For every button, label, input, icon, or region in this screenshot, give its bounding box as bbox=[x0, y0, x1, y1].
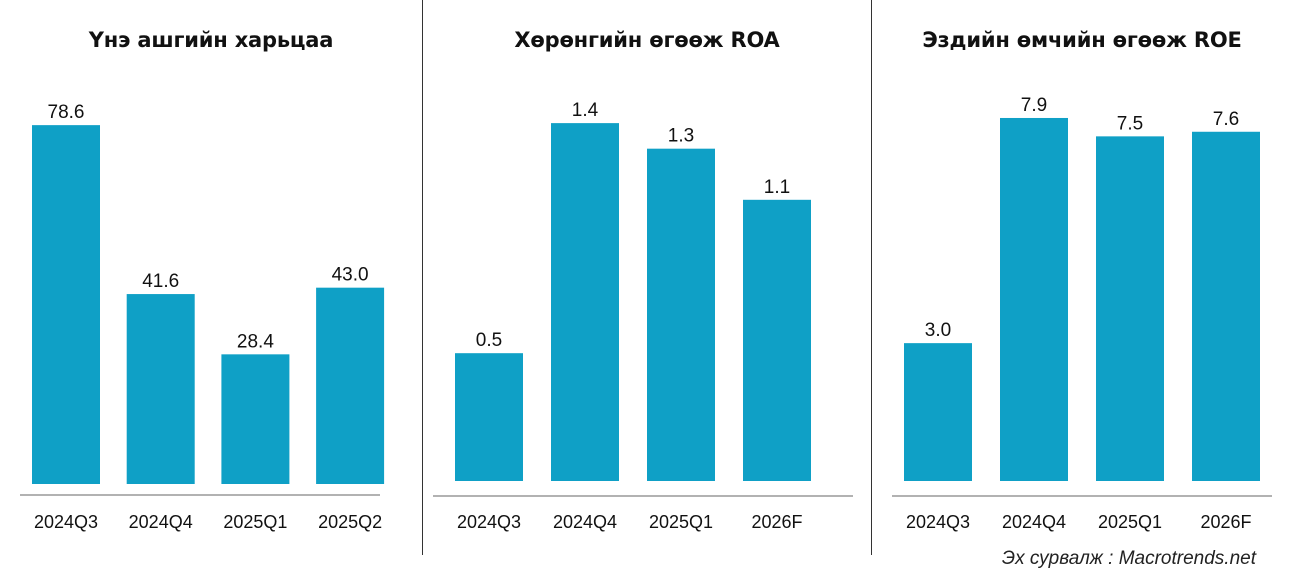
bar-2024Q4 bbox=[1000, 117, 1068, 481]
x-tick-label-2025Q1: 2025Q1 bbox=[223, 512, 287, 532]
bar-2024Q3 bbox=[32, 125, 100, 485]
panel-divider-2 bbox=[871, 0, 872, 555]
data-label-2024Q3: 78.6 bbox=[48, 102, 85, 123]
data-label-2024Q4: 41.6 bbox=[142, 271, 179, 292]
data-label-2025Q1: 28.4 bbox=[237, 331, 274, 352]
panel-divider-1 bbox=[422, 0, 423, 555]
chart-roe: 3.0 2024Q3 7.9 2024Q4 7.5 2025Q1 7.6 2026F bbox=[892, 95, 1272, 532]
x-tick-label-2024Q3: 2024Q3 bbox=[906, 512, 970, 532]
bar-2025Q1 bbox=[647, 148, 715, 481]
data-label-2024Q4: 7.9 bbox=[1021, 95, 1047, 116]
chart-title-pe: Үнэ ашгийн харьцаа bbox=[88, 28, 334, 52]
bar-2024Q4 bbox=[551, 123, 619, 481]
source-note: Эх сурвалж : Macrotrends.net bbox=[1001, 548, 1256, 569]
x-tick-label-2024Q4: 2024Q4 bbox=[1002, 512, 1066, 532]
x-tick-label-2024Q3: 2024Q3 bbox=[457, 512, 521, 532]
chart-panel-roe: Эздийн өмчийн өгөөж ROE 3.0 2024Q3 7.9 2024… bbox=[872, 0, 1292, 574]
x-tick-label-2025Q1: 2025Q1 bbox=[1098, 512, 1162, 532]
data-label-2025Q1: 1.3 bbox=[668, 126, 694, 147]
data-label-2025Q2: 43.0 bbox=[332, 265, 369, 286]
bar-2026F bbox=[743, 199, 811, 481]
bar-2025Q2 bbox=[316, 287, 385, 484]
chart-panel-pe: Үнэ ашгийн харьцаа 78.6 2024Q3 41.6 2024Q4 2… bbox=[0, 0, 422, 574]
bar-2024Q3 bbox=[455, 353, 523, 481]
chart-title-roe: Эздийн өмчийн өгөөж ROE bbox=[922, 28, 1242, 52]
bar-2024Q4 bbox=[126, 294, 195, 484]
chart-title-roa: Хөрөнгийн өгөөж ROA bbox=[514, 28, 780, 52]
data-label-2025Q1: 7.5 bbox=[1117, 113, 1143, 134]
bar-2025Q1 bbox=[221, 354, 290, 484]
data-label-2026F: 1.1 bbox=[764, 177, 790, 198]
data-label-2024Q3: 3.0 bbox=[925, 320, 951, 341]
bar-2026F bbox=[1192, 131, 1260, 481]
x-tick-label-2026F: 2026F bbox=[1200, 512, 1251, 532]
data-label-2024Q3: 0.5 bbox=[476, 330, 502, 351]
chart-pe: 78.6 2024Q3 41.6 2024Q4 28.4 2025Q1 43.0 2025Q2 bbox=[20, 102, 385, 532]
data-label-2024Q4: 1.4 bbox=[572, 100, 599, 121]
x-tick-label-2024Q4: 2024Q4 bbox=[553, 512, 617, 532]
chart-roa: 0.5 2024Q3 1.4 2024Q4 1.3 2025Q1 1.1 2026F bbox=[433, 100, 853, 532]
x-tick-label-2025Q1: 2025Q1 bbox=[649, 512, 713, 532]
x-tick-label-2025Q2: 2025Q2 bbox=[318, 512, 382, 532]
bar-2024Q3 bbox=[904, 343, 972, 481]
x-tick-label-2024Q3: 2024Q3 bbox=[34, 512, 98, 532]
chart-panel-roa: Хөрөнгийн өгөөж ROA 0.5 2024Q3 1.4 2024Q4 1.… bbox=[423, 0, 871, 574]
x-tick-label-2024Q4: 2024Q4 bbox=[129, 512, 193, 532]
x-tick-label-2026F: 2026F bbox=[751, 512, 802, 532]
bar-2025Q1 bbox=[1096, 136, 1164, 481]
data-label-2026F: 7.6 bbox=[1213, 109, 1239, 130]
